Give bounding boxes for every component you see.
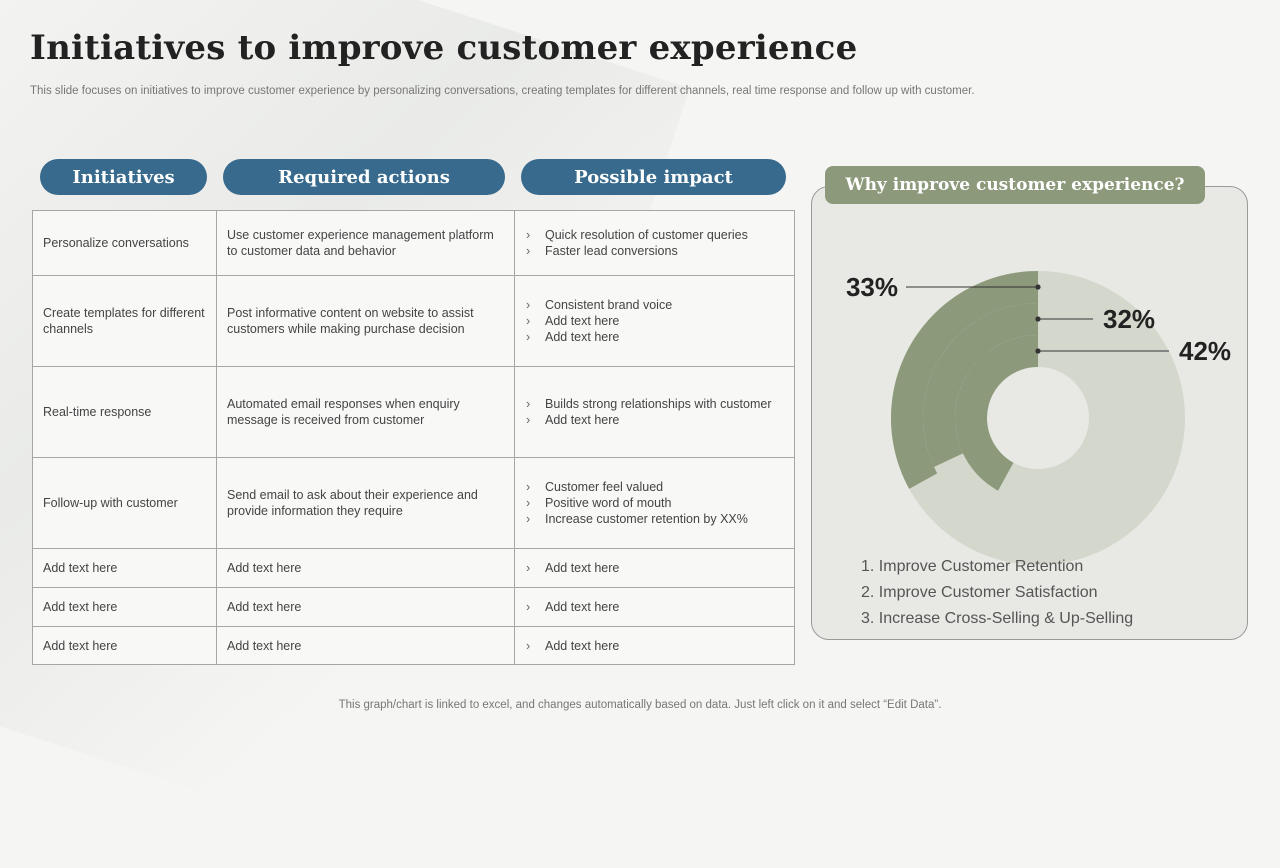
initiatives-table: Personalize conversations Use customer e… [32, 210, 795, 665]
value-label-3: 42% [1179, 336, 1231, 366]
impact-item: Positive word of mouth [525, 495, 784, 511]
impact-cell: Builds strong relationships with custome… [514, 366, 795, 458]
impact-cell: Add text here [514, 548, 795, 588]
leader-dot [1035, 348, 1041, 354]
impact-cell: Consistent brand voice Add text here Add… [514, 275, 795, 367]
chart-legend: 1. Improve Customer Retention 2. Improve… [861, 557, 1133, 635]
radial-bar-chart: 33% 32% 42% [846, 271, 1231, 565]
initiative-cell: Create templates for different channels [32, 275, 217, 367]
table-row: Add text here Add text here Add text her… [32, 587, 795, 627]
action-cell: Automated email responses when enquiry m… [216, 366, 515, 458]
legend-item: 3. Increase Cross-Selling & Up-Selling [861, 610, 1134, 627]
initiative-cell: Real-time response [32, 366, 217, 458]
action-cell: Post informative content on website to a… [216, 275, 515, 367]
impact-list: Add text here [525, 599, 784, 615]
initiative-cell: Add text here [32, 587, 217, 627]
legend-item: 1. Improve Customer Retention [861, 558, 1084, 575]
action-cell: Add text here [216, 548, 515, 588]
table-row: Follow-up with customer Send email to as… [32, 457, 795, 549]
header-possible-impact: Possible impact [521, 159, 786, 195]
arc-segment-1 [891, 271, 1038, 489]
initiative-cell: Follow-up with customer [32, 457, 217, 549]
impact-item: Increase customer retention by XX% [525, 511, 784, 527]
impact-list: Quick resolution of customer queries Fas… [525, 227, 784, 259]
impact-item: Add text here [525, 313, 784, 329]
leader-dot [1035, 284, 1041, 290]
impact-item: Add text here [525, 599, 784, 615]
table-row: Add text here Add text here Add text her… [32, 548, 795, 588]
arc-segment-3 [955, 335, 1038, 491]
initiative-cell: Add text here [32, 626, 217, 665]
arc-segment-2 [923, 303, 1038, 467]
impact-item: Faster lead conversions [525, 243, 784, 259]
action-cell: Add text here [216, 626, 515, 665]
impact-item: Add text here [525, 560, 784, 576]
initiative-cell: Personalize conversations [32, 210, 217, 276]
page-title: Initiatives to improve customer experien… [30, 28, 858, 68]
impact-list: Consistent brand voice Add text here Add… [525, 297, 784, 345]
impact-cell: Add text here [514, 587, 795, 627]
page-subtitle: This slide focuses on initiatives to imp… [30, 85, 975, 97]
impact-item: Consistent brand voice [525, 297, 784, 313]
value-label-1: 33% [846, 272, 898, 302]
impact-item: Add text here [525, 638, 784, 654]
impact-item: Add text here [525, 412, 784, 428]
value-label-2: 32% [1103, 304, 1155, 334]
impact-list: Customer feel valued Positive word of mo… [525, 479, 784, 527]
header-initiatives: Initiatives [40, 159, 207, 195]
impact-item: Quick resolution of customer queries [525, 227, 784, 243]
why-panel-title: Why improve customer experience? [825, 166, 1205, 204]
impact-list: Builds strong relationships with custome… [525, 396, 784, 428]
impact-item: Customer feel valued [525, 479, 784, 495]
header-required-actions: Required actions [223, 159, 505, 195]
leader-dot [1035, 316, 1041, 322]
initiative-cell: Add text here [32, 548, 217, 588]
table-row: Personalize conversations Use customer e… [32, 210, 795, 276]
impact-item: Builds strong relationships with custome… [525, 396, 784, 412]
table-row: Real-time response Automated email respo… [32, 366, 795, 458]
table-row: Add text here Add text here Add text her… [32, 626, 795, 665]
action-cell: Add text here [216, 587, 515, 627]
table-row: Create templates for different channels … [32, 275, 795, 367]
impact-list: Add text here [525, 638, 784, 654]
impact-cell: Quick resolution of customer queries Fas… [514, 210, 795, 276]
impact-list: Add text here [525, 560, 784, 576]
impact-cell: Customer feel valued Positive word of mo… [514, 457, 795, 549]
impact-item: Add text here [525, 329, 784, 345]
action-cell: Use customer experience management platf… [216, 210, 515, 276]
impact-cell: Add text here [514, 626, 795, 665]
legend-item: 2. Improve Customer Satisfaction [861, 584, 1098, 601]
footer-note: This graph/chart is linked to excel, and… [338, 699, 942, 711]
action-cell: Send email to ask about their experience… [216, 457, 515, 549]
